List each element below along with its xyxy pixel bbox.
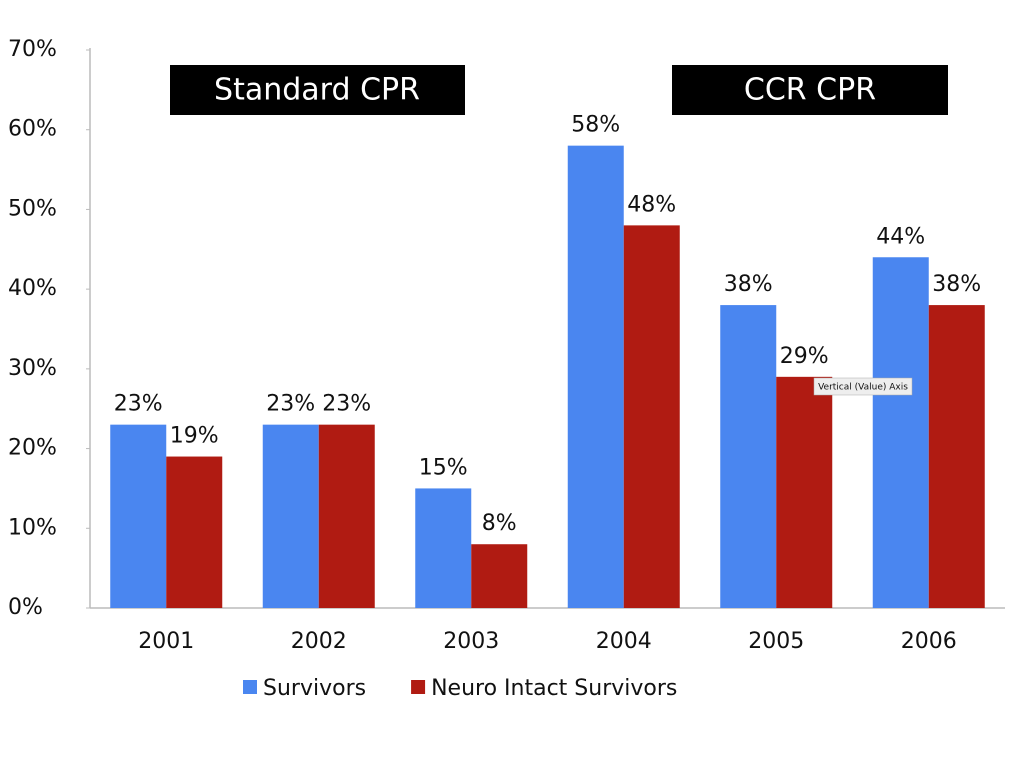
y-tick-label: 40% <box>8 276 57 301</box>
y-tick-label: 70% <box>8 37 57 62</box>
bar <box>415 488 472 608</box>
annotation: CCR CPR <box>744 73 876 108</box>
bar <box>110 424 167 608</box>
bar <box>872 257 929 608</box>
tooltip-box <box>813 377 913 396</box>
value-label: 23% <box>266 392 315 417</box>
annotation-box <box>672 65 948 115</box>
legend: Survivors Neuro Intact Survivors <box>243 676 677 701</box>
annotation: Standard CPR <box>214 73 420 108</box>
bar <box>567 145 624 608</box>
y-tick-label: 50% <box>8 196 57 221</box>
plot: 0% 10% 20% 30% 40% 50% 60% 70% 2001 23% 19% 2002 23%… <box>8 37 985 654</box>
value-label: 23% <box>114 392 163 417</box>
bar <box>720 305 777 608</box>
y-tick-label: 60% <box>8 117 57 142</box>
y-tick-label: 0% <box>8 595 43 620</box>
x-tick-label: 2006 <box>901 629 957 654</box>
bar <box>262 424 319 608</box>
x-tick-label: 2003 <box>443 629 499 654</box>
value-label: 44% <box>876 224 925 249</box>
bar <box>318 424 375 608</box>
x-tick-label: 2005 <box>748 629 804 654</box>
value-label: 15% <box>419 455 468 480</box>
bar <box>623 225 680 608</box>
y-tick-label: 30% <box>8 356 57 381</box>
value-label: 8% <box>482 511 517 536</box>
y-tick-label: 10% <box>8 515 57 540</box>
value-label: 19% <box>170 424 219 449</box>
bar <box>166 456 223 608</box>
x-tick-label: 2004 <box>596 629 652 654</box>
annotation-box <box>170 65 465 115</box>
bar <box>776 376 833 608</box>
value-label: 38% <box>724 272 773 297</box>
value-label: 29% <box>780 344 829 369</box>
value-label: 58% <box>571 113 620 138</box>
bar <box>928 305 985 608</box>
bar <box>471 544 528 608</box>
value-label: 38% <box>932 272 981 297</box>
legend-swatch <box>411 680 426 694</box>
value-label: 48% <box>627 192 676 217</box>
legend-label: Survivors <box>263 676 366 701</box>
x-tick-label: 2001 <box>138 629 194 654</box>
value-label: 23% <box>322 392 371 417</box>
tooltip: Vertical (Value) Axis <box>818 383 908 393</box>
legend-swatch <box>243 680 257 694</box>
legend-label: Neuro Intact Survivors <box>431 676 677 701</box>
y-tick-label: 20% <box>8 436 57 461</box>
x-tick-label: 2002 <box>291 629 347 654</box>
